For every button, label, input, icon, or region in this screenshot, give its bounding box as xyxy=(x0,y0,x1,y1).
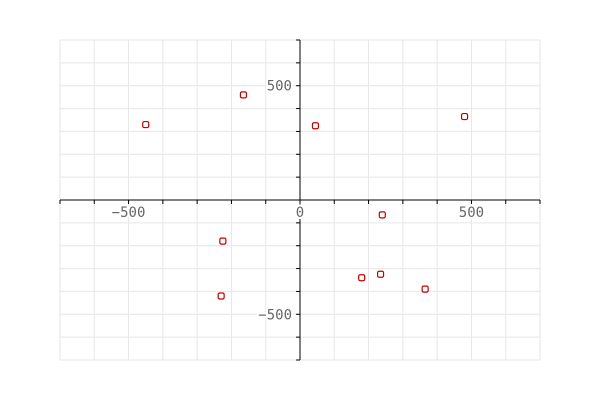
data-point xyxy=(378,211,386,219)
data-point xyxy=(217,292,225,300)
minor-ticks xyxy=(59,39,541,361)
data-point xyxy=(219,237,227,245)
x-tick-label: 500 xyxy=(459,205,484,221)
data-point xyxy=(239,91,248,99)
data-point xyxy=(376,270,385,278)
axes xyxy=(60,40,540,360)
y-tick-label: −500 xyxy=(258,307,292,323)
tick-labels: −500 0 500 500 −500 xyxy=(110,77,486,326)
x-tick-label: 0 xyxy=(296,205,304,221)
data-point xyxy=(460,112,469,121)
data-point xyxy=(311,122,320,130)
data-point xyxy=(421,285,429,293)
x-tick-label: −500 xyxy=(112,205,146,221)
data-points xyxy=(142,91,469,300)
data-point xyxy=(142,120,150,129)
data-point xyxy=(358,274,366,282)
y-tick-label: 500 xyxy=(267,79,292,95)
